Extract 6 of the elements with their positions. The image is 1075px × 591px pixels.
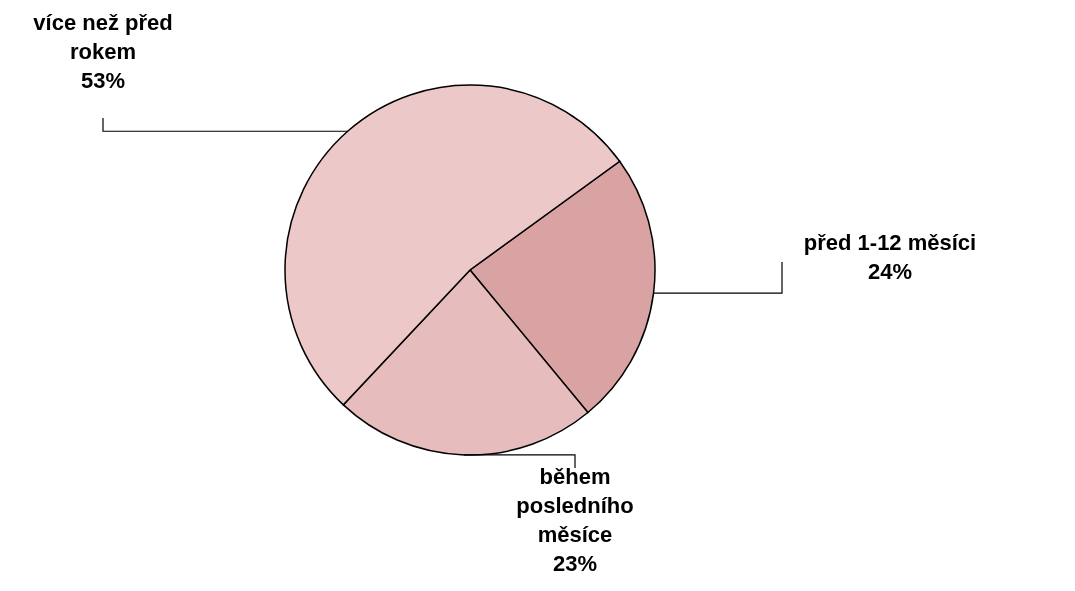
data-label: 24% [867, 259, 913, 284]
slice-label: před 1-12 měsíci [803, 230, 977, 255]
data-label: 23% [552, 551, 598, 576]
slice-label: více než před rokem [33, 10, 173, 64]
data-label: 53% [80, 68, 126, 93]
slice-label: během posledního měsíce [516, 464, 634, 547]
